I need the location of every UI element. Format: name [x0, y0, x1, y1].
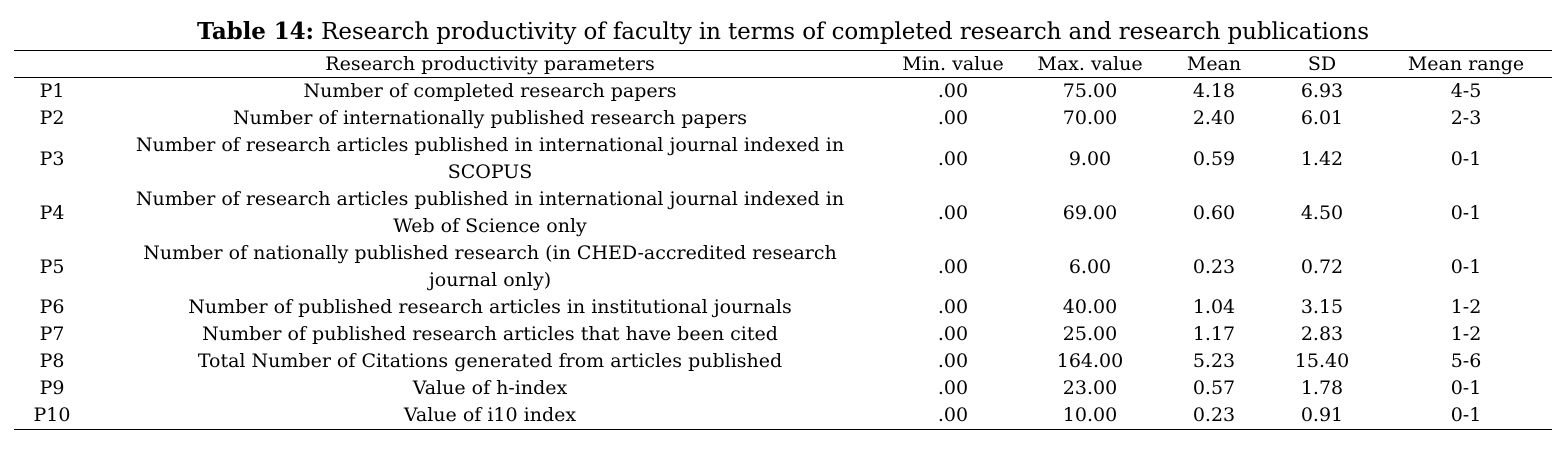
row-min: .00: [937, 323, 969, 345]
row-mean: 2.40: [1192, 107, 1236, 129]
row-parameter: Number of internationally published rese…: [233, 107, 747, 129]
row-parameter-text: Number of research articles published in…: [135, 188, 845, 237]
row-max: 75.00: [1062, 80, 1118, 102]
table-row: P4 Number of research articles published…: [14, 186, 1552, 240]
row-max: 9.00: [1068, 147, 1112, 170]
table-row: P9 Value of h-index .00 23.00 0.57 1.78 …: [14, 375, 1552, 402]
row-min: .00: [937, 147, 969, 170]
row-sd: 2.83: [1300, 323, 1344, 345]
row-id: P2: [39, 107, 65, 129]
column-header-mean: Mean: [1164, 50, 1264, 78]
row-parameter-text: Number of nationally published research …: [143, 242, 837, 291]
row-sd: 1.42: [1300, 147, 1344, 170]
row-parameter: Total Number of Citations generated from…: [197, 350, 783, 372]
row-parameter: Number of nationally published research …: [90, 240, 890, 294]
row-max: 25.00: [1062, 323, 1118, 345]
row-parameter-text: Number of research articles published in…: [135, 134, 845, 183]
row-parameter: Number of research articles published in…: [90, 186, 890, 240]
table-row: P5 Number of nationally published resear…: [14, 240, 1552, 294]
row-max: 10.00: [1016, 402, 1164, 430]
row-max: 69.00: [1062, 201, 1118, 224]
research-productivity-table: Research productivity parameters Min. va…: [14, 50, 1552, 430]
row-mean-range: 1-2: [1450, 296, 1482, 318]
row-mean-range: 0-1: [1450, 201, 1482, 224]
table-caption-label: Table 14:: [197, 18, 314, 45]
row-sd: 0.91: [1264, 402, 1380, 430]
row-sd: 6.93: [1300, 80, 1344, 102]
column-header-sd: SD: [1264, 50, 1380, 78]
row-mean: 0.23: [1192, 255, 1236, 278]
row-mean-range: 5-6: [1450, 350, 1482, 372]
row-parameter: Value of h-index: [412, 377, 568, 399]
row-min: .00: [937, 255, 969, 278]
row-mean-range: 2-3: [1450, 107, 1482, 129]
row-mean-range: 0-1: [1380, 402, 1552, 430]
table-header-row: Research productivity parameters Min. va…: [14, 50, 1552, 78]
row-mean: 0.23: [1164, 402, 1264, 430]
row-id: P1: [39, 80, 65, 102]
table-row: P10 Value of i10 index .00 10.00 0.23 0.…: [14, 402, 1552, 430]
row-id: P3: [39, 147, 65, 170]
row-min: .00: [937, 201, 969, 224]
row-id: P4: [39, 201, 65, 224]
row-parameter: Number of published research articles th…: [202, 323, 778, 345]
row-mean: 1.17: [1192, 323, 1236, 345]
row-id: P10: [14, 402, 90, 430]
row-sd: 0.72: [1300, 255, 1344, 278]
row-mean: 0.60: [1192, 201, 1236, 224]
row-min: .00: [937, 80, 969, 102]
row-id: P6: [39, 296, 65, 318]
row-max: 70.00: [1062, 107, 1118, 129]
row-sd: 6.01: [1300, 107, 1344, 129]
row-min: .00: [937, 107, 969, 129]
row-parameter: Number of research articles published in…: [90, 132, 890, 186]
row-mean-range: 0-1: [1450, 147, 1482, 170]
table-row: P6 Number of published research articles…: [14, 294, 1552, 321]
row-mean-range: 4-5: [1450, 80, 1482, 102]
table-caption: Table 14: Research productivity of facul…: [0, 16, 1562, 48]
column-header-id: [14, 50, 90, 78]
row-min: .00: [937, 377, 969, 399]
row-id: P7: [39, 323, 65, 345]
table-row: P3 Number of research articles published…: [14, 132, 1552, 186]
row-max: 23.00: [1062, 377, 1118, 399]
row-mean: 4.18: [1192, 80, 1236, 102]
row-mean-range: 0-1: [1450, 255, 1482, 278]
row-mean: 0.59: [1192, 147, 1236, 170]
row-mean: 1.04: [1192, 296, 1236, 318]
column-header-mean-range: Mean range: [1380, 50, 1552, 78]
row-min: .00: [937, 350, 969, 372]
row-parameter: Value of i10 index: [90, 402, 890, 430]
row-mean-range: 1-2: [1450, 323, 1482, 345]
table-caption-text: Research productivity of faculty in term…: [321, 19, 1369, 45]
row-mean-range: 0-1: [1450, 377, 1482, 399]
table-row: P8 Total Number of Citations generated f…: [14, 348, 1552, 375]
row-mean: 0.57: [1192, 377, 1236, 399]
row-max: 40.00: [1062, 296, 1118, 318]
column-header-min: Min. value: [890, 50, 1016, 78]
row-min: .00: [937, 296, 969, 318]
row-min: .00: [890, 402, 1016, 430]
row-mean: 5.23: [1192, 350, 1236, 372]
row-parameter: Number of published research articles in…: [188, 296, 792, 318]
row-max: 6.00: [1068, 255, 1112, 278]
row-id: P8: [39, 350, 65, 372]
row-parameter: Number of completed research papers: [303, 80, 677, 102]
column-header-parameter: Research productivity parameters: [90, 50, 890, 78]
row-sd: 15.40: [1294, 350, 1350, 372]
table-row: P1 Number of completed research papers .…: [14, 78, 1552, 106]
row-sd: 3.15: [1300, 296, 1344, 318]
table-row: P2 Number of internationally published r…: [14, 105, 1552, 132]
row-id: P5: [39, 255, 65, 278]
row-max: 164.00: [1056, 350, 1124, 372]
row-sd: 1.78: [1300, 377, 1344, 399]
column-header-max: Max. value: [1016, 50, 1164, 78]
row-sd: 4.50: [1300, 201, 1344, 224]
table-row: P7 Number of published research articles…: [14, 321, 1552, 348]
row-id: P9: [39, 377, 65, 399]
